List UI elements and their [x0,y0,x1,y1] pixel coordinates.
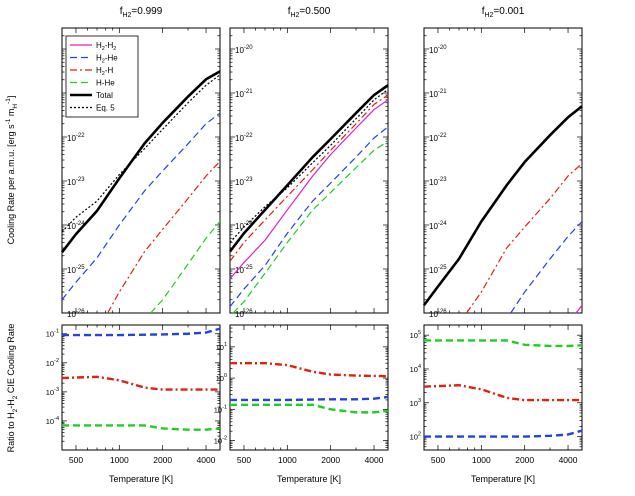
x-tick-label-0: 1000 [110,455,129,465]
bottom-y-tick-label-0: 10-3 [46,387,59,397]
top-axes-frame-0 [61,27,221,314]
legend-label-h2h: H2-H [96,66,114,77]
bottom-y-tick-label-0: 10-2 [46,358,59,368]
x-tick-label-2: 4000 [559,455,578,465]
top-y-tick-label-2: 10-25 [429,265,447,275]
top-series-total-2 [422,105,583,307]
x-tick-label-1: 1000 [278,455,297,465]
bottom-y-tick-label-2: 105 [410,330,421,340]
top-y-tick-label-0: 10-23 [67,177,85,187]
top-series-h2he-0 [61,112,221,301]
top-y-tick-label-0: 10-26 [67,309,85,319]
legend-label-h2h2: H2-H2 [96,41,116,52]
x-axis-label-2: Temperature [K] [471,474,535,484]
bottom-series-h2he-1 [230,395,389,402]
bottom-y-tick-label-1: 101 [216,342,227,352]
panel-title-1: fH2=0.500 [288,6,331,19]
top-series-h2h2-1 [229,99,389,280]
panel-title-0: fH2=0.999 [120,6,163,19]
top-y-tick-label-2: 10-21 [429,89,447,99]
bottom-y-tick-label-2: 102 [410,432,421,442]
top-series-eq5-0 [61,74,221,233]
top-y-axis-label: Cooling Rate per a.m.u. [erg s-1 mH-1] [5,96,19,245]
bottom-series-h2h-2 [423,384,582,402]
top-series-h2he-1 [229,126,389,307]
top-y-tick-label-2: 10-24 [429,221,447,231]
bottom-axes-frame-2 [423,324,583,451]
top-y-tick-label-0: 10-22 [67,133,85,143]
top-y-tick-label-1: 10-23 [235,177,253,187]
top-y-tick-label-1: 10-20 [235,45,253,55]
bottom-y-tick-label-1: 10-2 [214,436,227,446]
top-y-tick-label-2: 10-20 [429,45,447,55]
top-axes-frame-1 [229,27,389,314]
x-axis-label-0: Temperature [K] [109,474,173,484]
top-series-h2h-0 [107,160,221,314]
x-tick-label-2: 1000 [472,455,491,465]
panel-title-2: fH2=0.001 [482,6,525,19]
bottom-y-tick-label-2: 103 [410,398,421,408]
x-tick-label-1: 2000 [321,455,340,465]
x-tick-label-0: 2000 [153,455,172,465]
top-series-h2h2-2 [575,304,583,314]
x-axis-label-1: Temperature [K] [277,474,341,484]
bottom-y-tick-label-0: 10-1 [46,329,59,339]
top-series-eq5-1 [229,89,389,243]
bottom-series-hhe-0 [62,424,221,431]
top-series-hhe-1 [232,140,389,314]
top-y-tick-label-1: 10-26 [235,309,253,319]
x-tick-label-2: 500 [431,455,445,465]
top-series-h2he-2 [510,221,583,314]
legend-label-hhe: H-He [96,79,115,88]
bottom-y-axis-label: Ratio to H2-H2 CIE Cooling Rate [6,324,19,453]
top-y-tick-label-2: 10-26 [429,309,447,319]
bottom-series-h2he-2 [424,429,583,438]
top-series-h2h-2 [466,163,583,314]
legend-label-total: Total [96,91,113,100]
bottom-series-h2he-0 [62,327,221,337]
bottom-y-tick-label-1: 10-1 [214,404,227,414]
top-series-h2h-1 [229,94,389,262]
top-series-total-1 [228,84,389,253]
top-series-hhe-0 [150,221,221,314]
bottom-series-hhe-2 [424,339,583,348]
bottom-series-hhe-1 [230,403,389,414]
bottom-series-h2h-0 [61,375,220,391]
top-y-tick-label-2: 10-22 [429,133,447,143]
top-y-tick-label-1: 10-21 [235,89,253,99]
bottom-y-tick-label-2: 104 [410,364,421,374]
x-tick-label-0: 500 [69,455,83,465]
bottom-y-tick-label-0: 10-4 [46,416,59,426]
top-series-total-0 [60,70,221,254]
top-y-tick-label-0: 10-24 [67,221,85,231]
bottom-y-tick-label-1: 100 [216,373,227,383]
bottom-axes-frame-1 [229,324,389,451]
legend-label-h2he: H2-He [96,54,118,65]
top-y-tick-label-2: 10-23 [429,177,447,187]
x-tick-label-1: 500 [237,455,251,465]
top-y-tick-label-1: 10-22 [235,133,253,143]
top-axes-frame-2 [423,27,583,314]
bottom-series-h2h-1 [230,361,389,378]
x-tick-label-0: 4000 [197,455,216,465]
top-y-tick-label-1: 10-24 [235,221,253,231]
legend-box [65,35,139,118]
top-y-tick-label-0: 10-25 [67,265,85,275]
x-tick-label-2: 2000 [515,455,534,465]
x-tick-label-1: 4000 [365,455,384,465]
top-y-tick-label-1: 10-25 [235,265,253,275]
legend-label-eq5: Eq. 5 [96,104,115,113]
bottom-axes-frame-0 [61,324,221,451]
